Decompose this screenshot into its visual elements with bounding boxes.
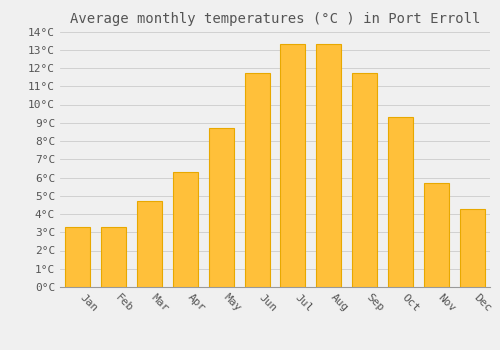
Bar <box>66 227 90 287</box>
Bar <box>280 44 305 287</box>
Bar <box>208 128 234 287</box>
Bar <box>316 44 342 287</box>
Bar <box>424 183 449 287</box>
Title: Average monthly temperatures (°C ) in Port Erroll: Average monthly temperatures (°C ) in Po… <box>70 12 480 26</box>
Bar <box>173 172 198 287</box>
Bar <box>388 117 413 287</box>
Bar <box>101 227 126 287</box>
Bar <box>460 209 484 287</box>
Bar <box>137 201 162 287</box>
Bar <box>244 74 270 287</box>
Bar <box>352 74 377 287</box>
